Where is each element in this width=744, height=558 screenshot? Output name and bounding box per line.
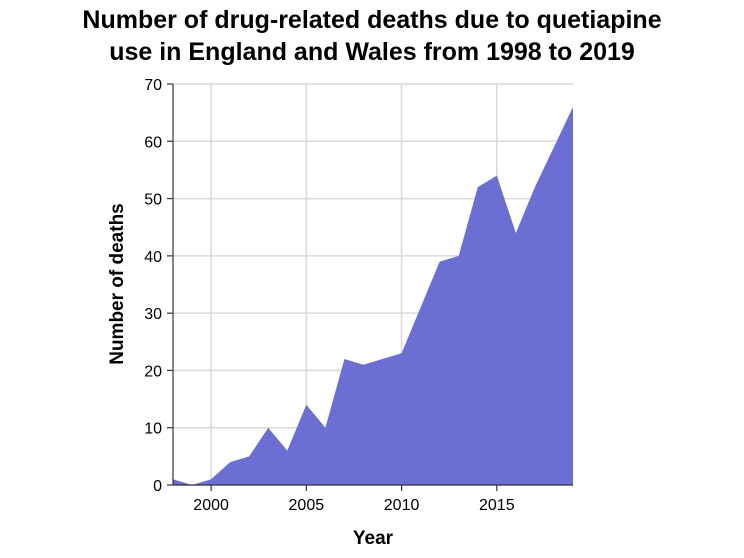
chart-title-line-2: use in England and Wales from 1998 to 20…: [109, 38, 635, 66]
x-axis-title: Year: [353, 528, 394, 549]
y-axis-ticks: 0 10 20 30 40 50 60 70: [144, 77, 173, 495]
x-tick-label: 2005: [289, 497, 325, 514]
x-tick-label: 2015: [479, 497, 515, 514]
y-tick-label: 20: [144, 363, 162, 380]
x-axis-ticks: 2000 2005 2010 2015: [193, 485, 515, 514]
x-tick-label: 2000: [193, 497, 229, 514]
axes: [172, 84, 573, 486]
area-fill: [173, 106, 573, 486]
x-tick-label: 2010: [384, 497, 420, 514]
y-tick-label: 0: [153, 478, 162, 495]
area-series: [173, 106, 573, 486]
y-tick-label: 10: [144, 421, 162, 438]
y-tick-label: 50: [144, 192, 162, 209]
y-tick-label: 60: [144, 134, 162, 151]
chart-title-line-1: Number of drug-related deaths due to que…: [82, 6, 662, 34]
chart-title: Number of drug-related deaths due to que…: [0, 4, 744, 68]
y-tick-label: 40: [144, 249, 162, 266]
y-axis-title: Number of deaths: [107, 203, 128, 365]
y-tick-label: 70: [144, 77, 162, 94]
y-tick-label: 30: [144, 306, 162, 323]
